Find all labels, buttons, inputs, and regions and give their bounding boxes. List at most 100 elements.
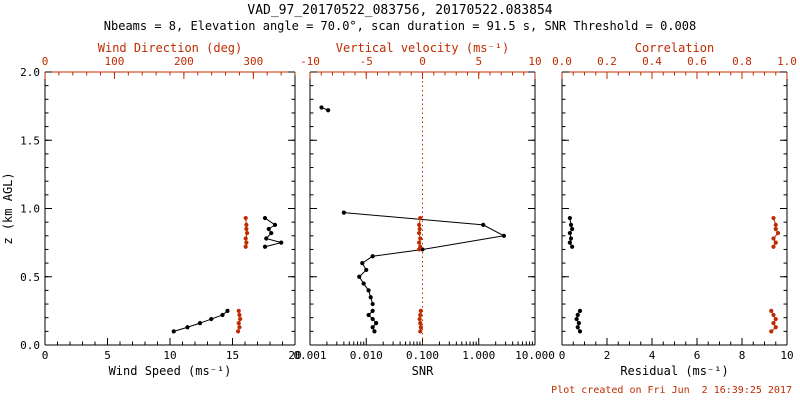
residual-point	[568, 236, 574, 241]
snr-point	[370, 254, 375, 259]
correlation-point	[773, 325, 778, 330]
wind-speed-point	[279, 240, 284, 245]
snr-point	[366, 312, 371, 318]
correlation-point	[771, 215, 776, 221]
snr-top-tick-label: 10	[528, 55, 541, 68]
residual-point	[576, 321, 581, 326]
correlation-point	[773, 222, 778, 227]
residual-top-tick-label: 0.6	[687, 55, 707, 68]
ytick-label: 1.0	[20, 203, 40, 216]
correlation-point	[773, 316, 778, 322]
snr-point	[370, 301, 375, 307]
snr-point	[326, 108, 331, 113]
vertical-velocity-point	[418, 236, 423, 241]
wind-xtick-label: 20	[288, 349, 301, 362]
snr-xtick-label: 0.100	[406, 349, 439, 362]
snr-point	[501, 233, 507, 238]
wind-direction-point	[243, 244, 248, 249]
snr-xaxis-title: SNR	[412, 364, 434, 378]
wind-speed-point	[262, 244, 268, 249]
vertical-velocity-point	[418, 244, 423, 249]
wind-top-tick-label: 300	[243, 55, 263, 68]
residual-top-tick-label: 0.4	[642, 55, 662, 68]
correlation-point	[769, 308, 774, 313]
wind-speed-point	[171, 329, 176, 334]
snr-top-tick-label: -10	[300, 55, 320, 68]
wind-xtick-label: 5	[104, 349, 111, 362]
yaxis-title: z (km AGL)	[1, 172, 15, 244]
vertical-velocity-point	[417, 222, 422, 227]
residual-top-tick-label: 1.0	[777, 55, 797, 68]
vertical-velocity-point	[418, 215, 423, 221]
snr-point	[341, 210, 346, 215]
wind-direction-point	[244, 222, 249, 227]
vertical-velocity-point	[417, 226, 422, 232]
wind-speed-point	[269, 230, 274, 236]
vertical-velocity-point	[418, 312, 423, 318]
ytick-label: 0.0	[20, 339, 40, 352]
residual-point	[570, 226, 575, 232]
wind-direction-point	[244, 240, 249, 245]
vertical-velocity-point	[418, 321, 423, 326]
residual-point	[570, 244, 575, 249]
snr-xtick-label: 0.010	[350, 349, 383, 362]
wind-direction-point	[243, 215, 248, 221]
residual-point	[567, 240, 572, 245]
snr-point	[366, 288, 371, 293]
wind-speed-point	[220, 312, 225, 318]
wind-direction-point	[236, 321, 241, 326]
residual-xaxis-title: Residual (ms⁻¹)	[620, 364, 728, 378]
ytick-label: 0.5	[20, 271, 40, 284]
wind-top-tick-label: 200	[174, 55, 194, 68]
wind-speed-point	[197, 321, 203, 326]
correlation-point	[771, 321, 776, 326]
wind-speed-point	[225, 308, 230, 313]
snr-point	[319, 105, 324, 110]
wind-xtick-label: 15	[226, 349, 239, 362]
wind-speed-point	[185, 325, 190, 330]
wind-xtick-label: 0	[42, 349, 49, 362]
snr-point	[361, 281, 366, 286]
wind-speed-point	[262, 215, 268, 221]
wind-xtick-label: 10	[163, 349, 176, 362]
plot-created-timestamp: Plot created on Fri Jun 2 16:39:25 2017	[551, 385, 792, 396]
wind-direction-point	[244, 226, 249, 232]
snr-xtick-label: 1.000	[462, 349, 495, 362]
vertical-velocity-point	[417, 316, 422, 322]
snr-point	[370, 325, 375, 330]
residual-xtick-label: 6	[694, 349, 701, 362]
residual-point	[577, 308, 583, 313]
residual-point	[567, 230, 572, 236]
snr-point	[368, 295, 373, 300]
wind-direction-point	[238, 316, 243, 322]
wind-top-tick-label: 100	[105, 55, 125, 68]
vertical-velocity-point	[418, 308, 423, 313]
wind-direction-point	[235, 329, 241, 334]
snr-xtick-label: 0.001	[293, 349, 326, 362]
plot-title: VAD_97_20170522_083756, 20170522.083854	[247, 3, 553, 18]
snr-point	[481, 222, 486, 227]
wind-speed-point	[266, 226, 271, 232]
residual-point	[577, 329, 583, 334]
residual-xtick-label: 0	[559, 349, 566, 362]
snr-point	[374, 321, 379, 326]
residual-top-tick-label: 0.8	[732, 55, 752, 68]
wind-speed-point	[272, 222, 278, 227]
wind-direction-point	[237, 312, 242, 318]
residual-xtick-label: 2	[604, 349, 611, 362]
residual-top-tick-label: 0.0	[552, 55, 572, 68]
correlation-point	[771, 236, 776, 241]
snr-point	[360, 261, 365, 266]
correlation-point	[769, 329, 774, 334]
wind-top-tick-label: 0	[42, 55, 49, 68]
snr-xtick-label: 10.000	[515, 349, 555, 362]
wind-speed-point	[264, 236, 269, 241]
residual-point	[575, 312, 580, 318]
wind-direction-point	[237, 325, 242, 330]
correlation-point	[773, 226, 778, 232]
wind-direction-point	[243, 236, 248, 241]
wind-speed-point	[209, 316, 214, 322]
snr-point	[370, 316, 375, 322]
correlation-point	[773, 240, 778, 245]
